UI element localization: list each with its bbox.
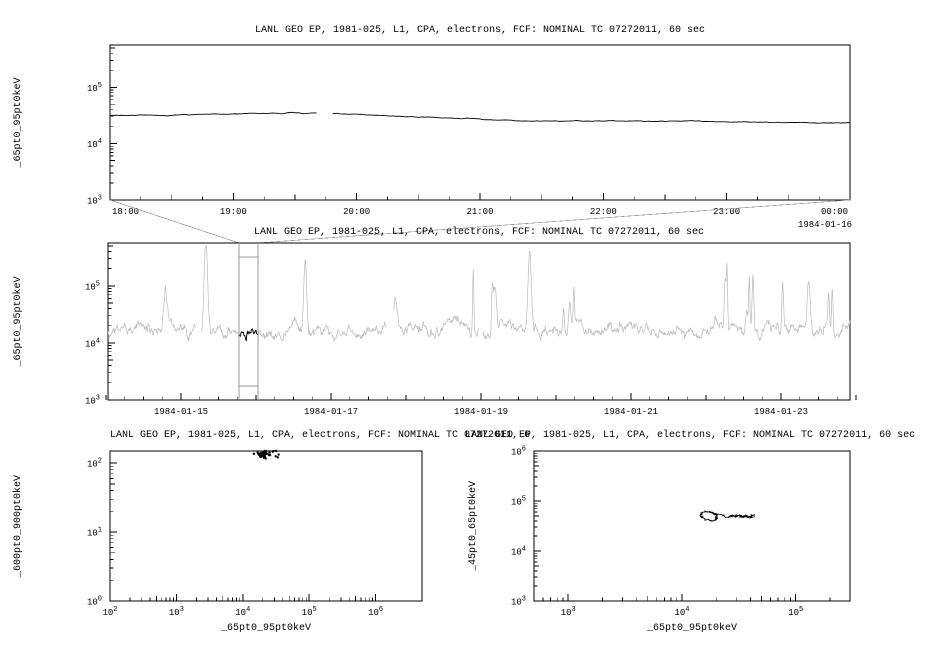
svg-text:1984-01-16: 1984-01-16 xyxy=(798,220,852,230)
svg-text:LANL GEO EP, 1981-025, L1, CPA: LANL GEO EP, 1981-025, L1, CPA, electron… xyxy=(465,429,915,441)
svg-text:21:00: 21:00 xyxy=(466,207,493,217)
svg-text:1984-01-23: 1984-01-23 xyxy=(754,407,808,417)
svg-text:1984-01-19: 1984-01-19 xyxy=(454,407,508,417)
svg-text:_45pt0_65pt0keV: _45pt0_65pt0keV xyxy=(467,481,479,572)
svg-text:_600pt0_900pt0keV: _600pt0_900pt0keV xyxy=(12,475,24,578)
svg-text:1984-01-17: 1984-01-17 xyxy=(304,407,358,417)
svg-text:LANL GEO EP, 1981-025, L1, CPA: LANL GEO EP, 1981-025, L1, CPA, electron… xyxy=(254,226,704,238)
svg-text:19:00: 19:00 xyxy=(220,207,247,217)
svg-text:_65pt0_95pt0keV: _65pt0_95pt0keV xyxy=(12,276,24,367)
svg-text:00:00: 00:00 xyxy=(821,207,848,217)
svg-text:1984-01-21: 1984-01-21 xyxy=(604,407,658,417)
svg-text:_65pt0_95pt0keV: _65pt0_95pt0keV xyxy=(220,622,311,634)
svg-text:22:00: 22:00 xyxy=(590,207,617,217)
svg-text:_65pt0_95pt0keV: _65pt0_95pt0keV xyxy=(646,622,737,634)
svg-text:1984-01-15: 1984-01-15 xyxy=(154,407,208,417)
svg-text:LANL GEO EP, 1981-025, L1, CPA: LANL GEO EP, 1981-025, L1, CPA, electron… xyxy=(255,24,705,36)
svg-text:_65pt0_95pt0keV: _65pt0_95pt0keV xyxy=(12,77,24,168)
svg-text:20:00: 20:00 xyxy=(343,207,370,217)
